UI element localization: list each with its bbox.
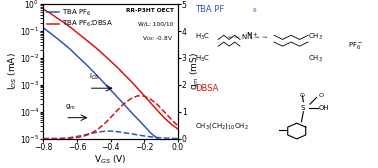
- Text: H$_3$C: H$_3$C: [195, 32, 210, 42]
- Text: CH$_3$: CH$_3$: [308, 32, 323, 42]
- Text: CH$_3$: CH$_3$: [308, 54, 323, 64]
- Text: H$_3$C: H$_3$C: [195, 54, 210, 64]
- Text: RR-P3HT OECT: RR-P3HT OECT: [126, 8, 174, 13]
- Text: $\mathsf{\sim\!\sim}$N$^+$$\mathsf{\sim\!\sim}$: $\mathsf{\sim\!\sim}$N$^+$$\mathsf{\sim\…: [225, 32, 268, 42]
- Text: OH: OH: [318, 105, 329, 111]
- Y-axis label: I$_{DS}$ (mA): I$_{DS}$ (mA): [6, 52, 19, 90]
- Text: TBA PF: TBA PF: [195, 5, 224, 14]
- Y-axis label: g$_{m}$ (mS): g$_{m}$ (mS): [188, 53, 201, 90]
- Text: 6: 6: [253, 8, 256, 13]
- Text: N$^+$: N$^+$: [246, 30, 259, 42]
- Text: W/L: 100/10: W/L: 100/10: [138, 22, 174, 27]
- Text: O: O: [318, 93, 324, 98]
- Text: DBSA: DBSA: [195, 84, 218, 93]
- Legend: TBA PF$_6$, TBA PF$_6$:DBSA: TBA PF$_6$, TBA PF$_6$:DBSA: [47, 8, 113, 29]
- Text: O: O: [300, 93, 305, 98]
- Text: g$_m$: g$_m$: [65, 102, 76, 112]
- X-axis label: V$_{GS}$ (V): V$_{GS}$ (V): [94, 153, 127, 166]
- Text: I$_{DS}$: I$_{DS}$: [89, 72, 100, 82]
- Text: V$_{DS}$: -0.8V: V$_{DS}$: -0.8V: [143, 34, 174, 43]
- Text: S: S: [300, 104, 305, 111]
- Text: PF$_6^-$: PF$_6^-$: [348, 40, 363, 51]
- Text: CH$_3$(CH$_2$)$_{10}$CH$_2$: CH$_3$(CH$_2$)$_{10}$CH$_2$: [195, 121, 249, 131]
